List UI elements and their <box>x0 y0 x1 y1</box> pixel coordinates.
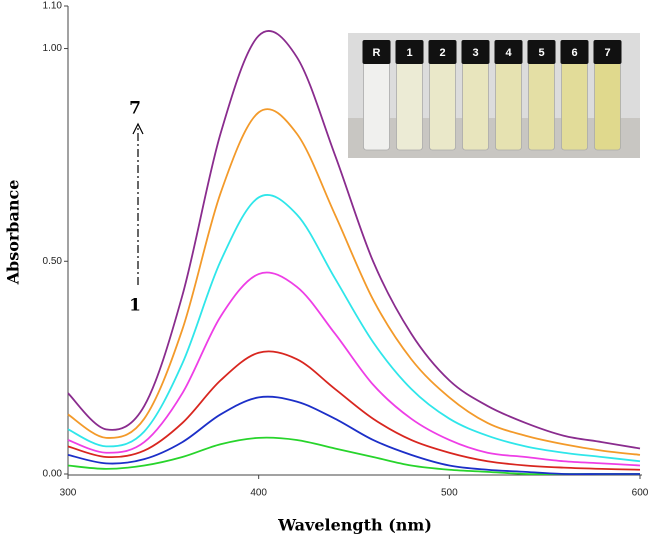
y-tick-label: 1.00 <box>43 43 63 54</box>
vial-label: 7 <box>604 47 610 59</box>
arrow-label: 1 <box>129 296 141 316</box>
spectrum-line <box>67 350 641 471</box>
y-tick-label: 0.50 <box>43 256 63 267</box>
vial-body <box>594 61 621 151</box>
spectrum-line <box>67 194 641 463</box>
vial-body <box>561 61 588 151</box>
spectrum-line <box>67 436 640 476</box>
vial-cap <box>428 40 457 64</box>
vial-cap <box>494 40 523 64</box>
vial-body <box>396 61 423 151</box>
spectrum-line <box>67 30 641 450</box>
vial-cap <box>593 40 622 64</box>
vial-label: 4 <box>505 47 512 59</box>
y-tick-label: 1.10 <box>43 1 63 12</box>
y-axis-label: Absorbance <box>4 180 23 286</box>
vial-body <box>495 61 522 151</box>
vial-label: 6 <box>571 47 577 59</box>
vial-label: 5 <box>538 47 544 59</box>
plot-area <box>67 30 641 476</box>
vial-label: R <box>373 47 381 59</box>
vial-cap <box>395 40 424 64</box>
spectrum-line <box>67 108 641 456</box>
spectrum-line <box>67 395 640 476</box>
arrow-head <box>132 122 144 135</box>
x-tick-label: 300 <box>60 488 77 499</box>
vial-label: 1 <box>406 47 412 59</box>
vials: R 1 2 3 4 5 6 7 <box>362 40 622 151</box>
x-tick-label: 500 <box>441 488 458 499</box>
spectrum-line <box>67 271 641 467</box>
vial-label: 2 <box>439 47 445 59</box>
y-tick-label: 0.00 <box>43 469 63 480</box>
x-axis-label: Wavelength (nm) <box>277 516 432 535</box>
vial-cap <box>362 40 391 64</box>
vial-cap <box>461 40 490 64</box>
x-tick-label: 600 <box>632 488 649 499</box>
vial-body <box>528 61 555 151</box>
vial-body <box>429 61 456 151</box>
vial-label: 3 <box>472 47 478 59</box>
x-tick-label: 400 <box>250 488 267 499</box>
arrow-label: 7 <box>129 99 141 119</box>
vial-body <box>363 61 390 151</box>
vial-cap <box>560 40 589 64</box>
vial-cap <box>527 40 556 64</box>
vial-body <box>462 61 489 151</box>
